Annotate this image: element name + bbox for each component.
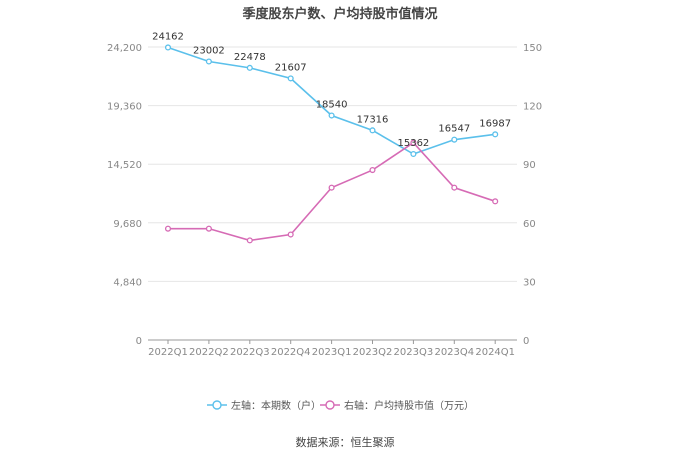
data-labels: 24162 23002 22478 21607 18540 17316 15362 16547… (152, 31, 511, 149)
data-point (451, 136, 458, 143)
right-tick-label: 150 (523, 43, 542, 54)
right-tick-label: 60 (523, 219, 536, 230)
data-label: 16547 (438, 124, 470, 135)
data-point (205, 58, 212, 65)
series-lines (167, 46, 496, 242)
data-point (369, 167, 376, 174)
data-point (164, 225, 172, 232)
data-point (328, 112, 335, 119)
data-point (492, 131, 499, 138)
x-tick-label: 2023Q2 (353, 347, 393, 358)
legend-marker (325, 400, 335, 410)
data-label: 16987 (479, 118, 511, 129)
right-tick-label: 30 (523, 277, 536, 288)
data-label: 18540 (316, 100, 348, 111)
data-label: 22478 (234, 52, 266, 63)
left-axis-ticks: 0 4,840 9,680 14,520 19,360 24,200 (107, 43, 142, 347)
data-label: 23002 (193, 46, 225, 57)
data-point (492, 198, 499, 205)
x-tick-label: 2022Q3 (230, 347, 270, 358)
grid-lines (148, 46, 517, 341)
data-point (287, 231, 294, 238)
x-tick-label: 2022Q2 (189, 347, 229, 358)
x-tick-label: 2022Q1 (148, 347, 188, 358)
data-point (287, 75, 294, 82)
data-point (410, 150, 417, 158)
left-tick-label: 19,360 (107, 102, 142, 113)
x-tick-label: 2022Q4 (271, 347, 311, 358)
source-text: 数据来源：恒生聚源 (296, 435, 395, 449)
data-label: 21607 (275, 62, 307, 73)
left-tick-label: 24,200 (107, 43, 142, 54)
left-tick-label: 0 (136, 336, 142, 347)
data-point (451, 184, 458, 191)
series-line (168, 141, 496, 242)
data-point (246, 237, 253, 244)
data-point (205, 225, 212, 232)
x-axis-ticks: 2022Q1 2022Q2 2022Q3 2022Q4 2023Q1 2023Q2 2023… (148, 340, 515, 358)
data-point (410, 139, 417, 146)
data-point (328, 184, 335, 191)
x-tick-label: 2024Q1 (475, 347, 515, 358)
right-tick-label: 120 (523, 102, 542, 113)
x-tick-label: 2023Q1 (312, 347, 352, 358)
right-tick-label: 90 (523, 160, 536, 171)
data-point (164, 44, 172, 51)
legend-marker (212, 400, 222, 410)
right-axis-ticks: 0 30 60 90 120 150 (523, 43, 542, 347)
left-tick-label: 14,520 (107, 160, 142, 171)
right-tick-label: 0 (523, 336, 529, 347)
data-label: 15362 (397, 138, 429, 149)
chart-title: 季度股东户数、户均持股市值情况 (241, 6, 437, 22)
left-tick-label: 9,680 (113, 219, 142, 230)
legend: 左轴：本期数（户） 右轴：户均持股市值（万元） (207, 399, 474, 412)
data-label: 24162 (152, 31, 184, 42)
data-point (369, 127, 376, 134)
legend-label: 左轴：本期数（户） (231, 399, 321, 412)
data-point (246, 64, 253, 71)
left-tick-label: 4,840 (113, 277, 142, 288)
x-tick-label: 2023Q4 (434, 347, 474, 358)
data-label: 17316 (357, 114, 389, 125)
legend-label: 右轴：户均持股市值（万元） (344, 399, 474, 412)
series-points (164, 44, 499, 244)
x-tick-label: 2023Q3 (394, 347, 434, 358)
